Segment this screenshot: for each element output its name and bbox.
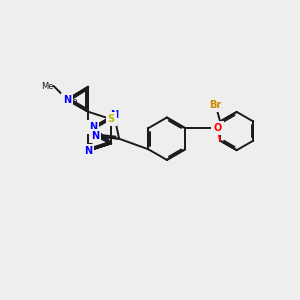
Text: O: O (213, 123, 222, 133)
Text: N: N (110, 110, 118, 120)
Text: Br: Br (210, 100, 222, 110)
Text: N: N (89, 122, 97, 132)
Text: N: N (63, 94, 71, 105)
Text: N: N (84, 146, 92, 156)
Text: S: S (108, 114, 115, 124)
Text: Me: Me (65, 97, 78, 106)
Text: N: N (91, 131, 99, 141)
Text: Me: Me (41, 82, 54, 91)
